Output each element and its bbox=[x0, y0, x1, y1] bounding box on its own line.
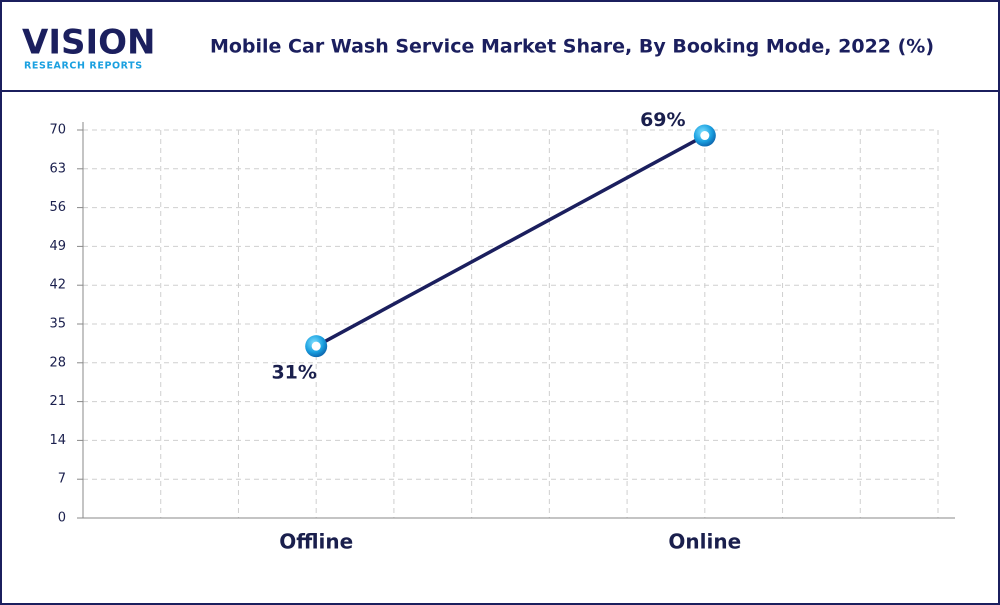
y-tick-label: 14 bbox=[49, 433, 66, 448]
line bbox=[315, 134, 706, 348]
point-core bbox=[700, 131, 710, 141]
y-tick-label: 0 bbox=[58, 511, 66, 526]
chart-title: Mobile Car Wash Service Market Share, By… bbox=[210, 36, 934, 58]
point-core bbox=[311, 341, 321, 351]
y-tick-label: 21 bbox=[49, 394, 66, 409]
y-tick-label: 70 bbox=[49, 123, 66, 138]
y-tick-label: 28 bbox=[49, 355, 66, 370]
logo-subtitle: RESEARCH REPORTS bbox=[24, 61, 143, 72]
x-tick-label: Online bbox=[668, 530, 741, 554]
x-tick-label: Offline bbox=[279, 530, 353, 554]
y-tick-label: 56 bbox=[49, 200, 66, 215]
y-tick-label: 35 bbox=[49, 317, 66, 332]
y-tick-label: 49 bbox=[49, 239, 66, 254]
logo: VISION bbox=[22, 23, 155, 63]
plot-area: 0 7 14 21 28 35 42 49 56 63 70 Offline Online 31% 69% bbox=[49, 109, 955, 554]
y-tick-label: 7 bbox=[58, 472, 66, 487]
data-label: 69% bbox=[640, 109, 685, 131]
y-tick-label: 63 bbox=[49, 161, 66, 176]
data-label: 31% bbox=[271, 362, 316, 384]
y-tick-label: 42 bbox=[49, 278, 66, 293]
